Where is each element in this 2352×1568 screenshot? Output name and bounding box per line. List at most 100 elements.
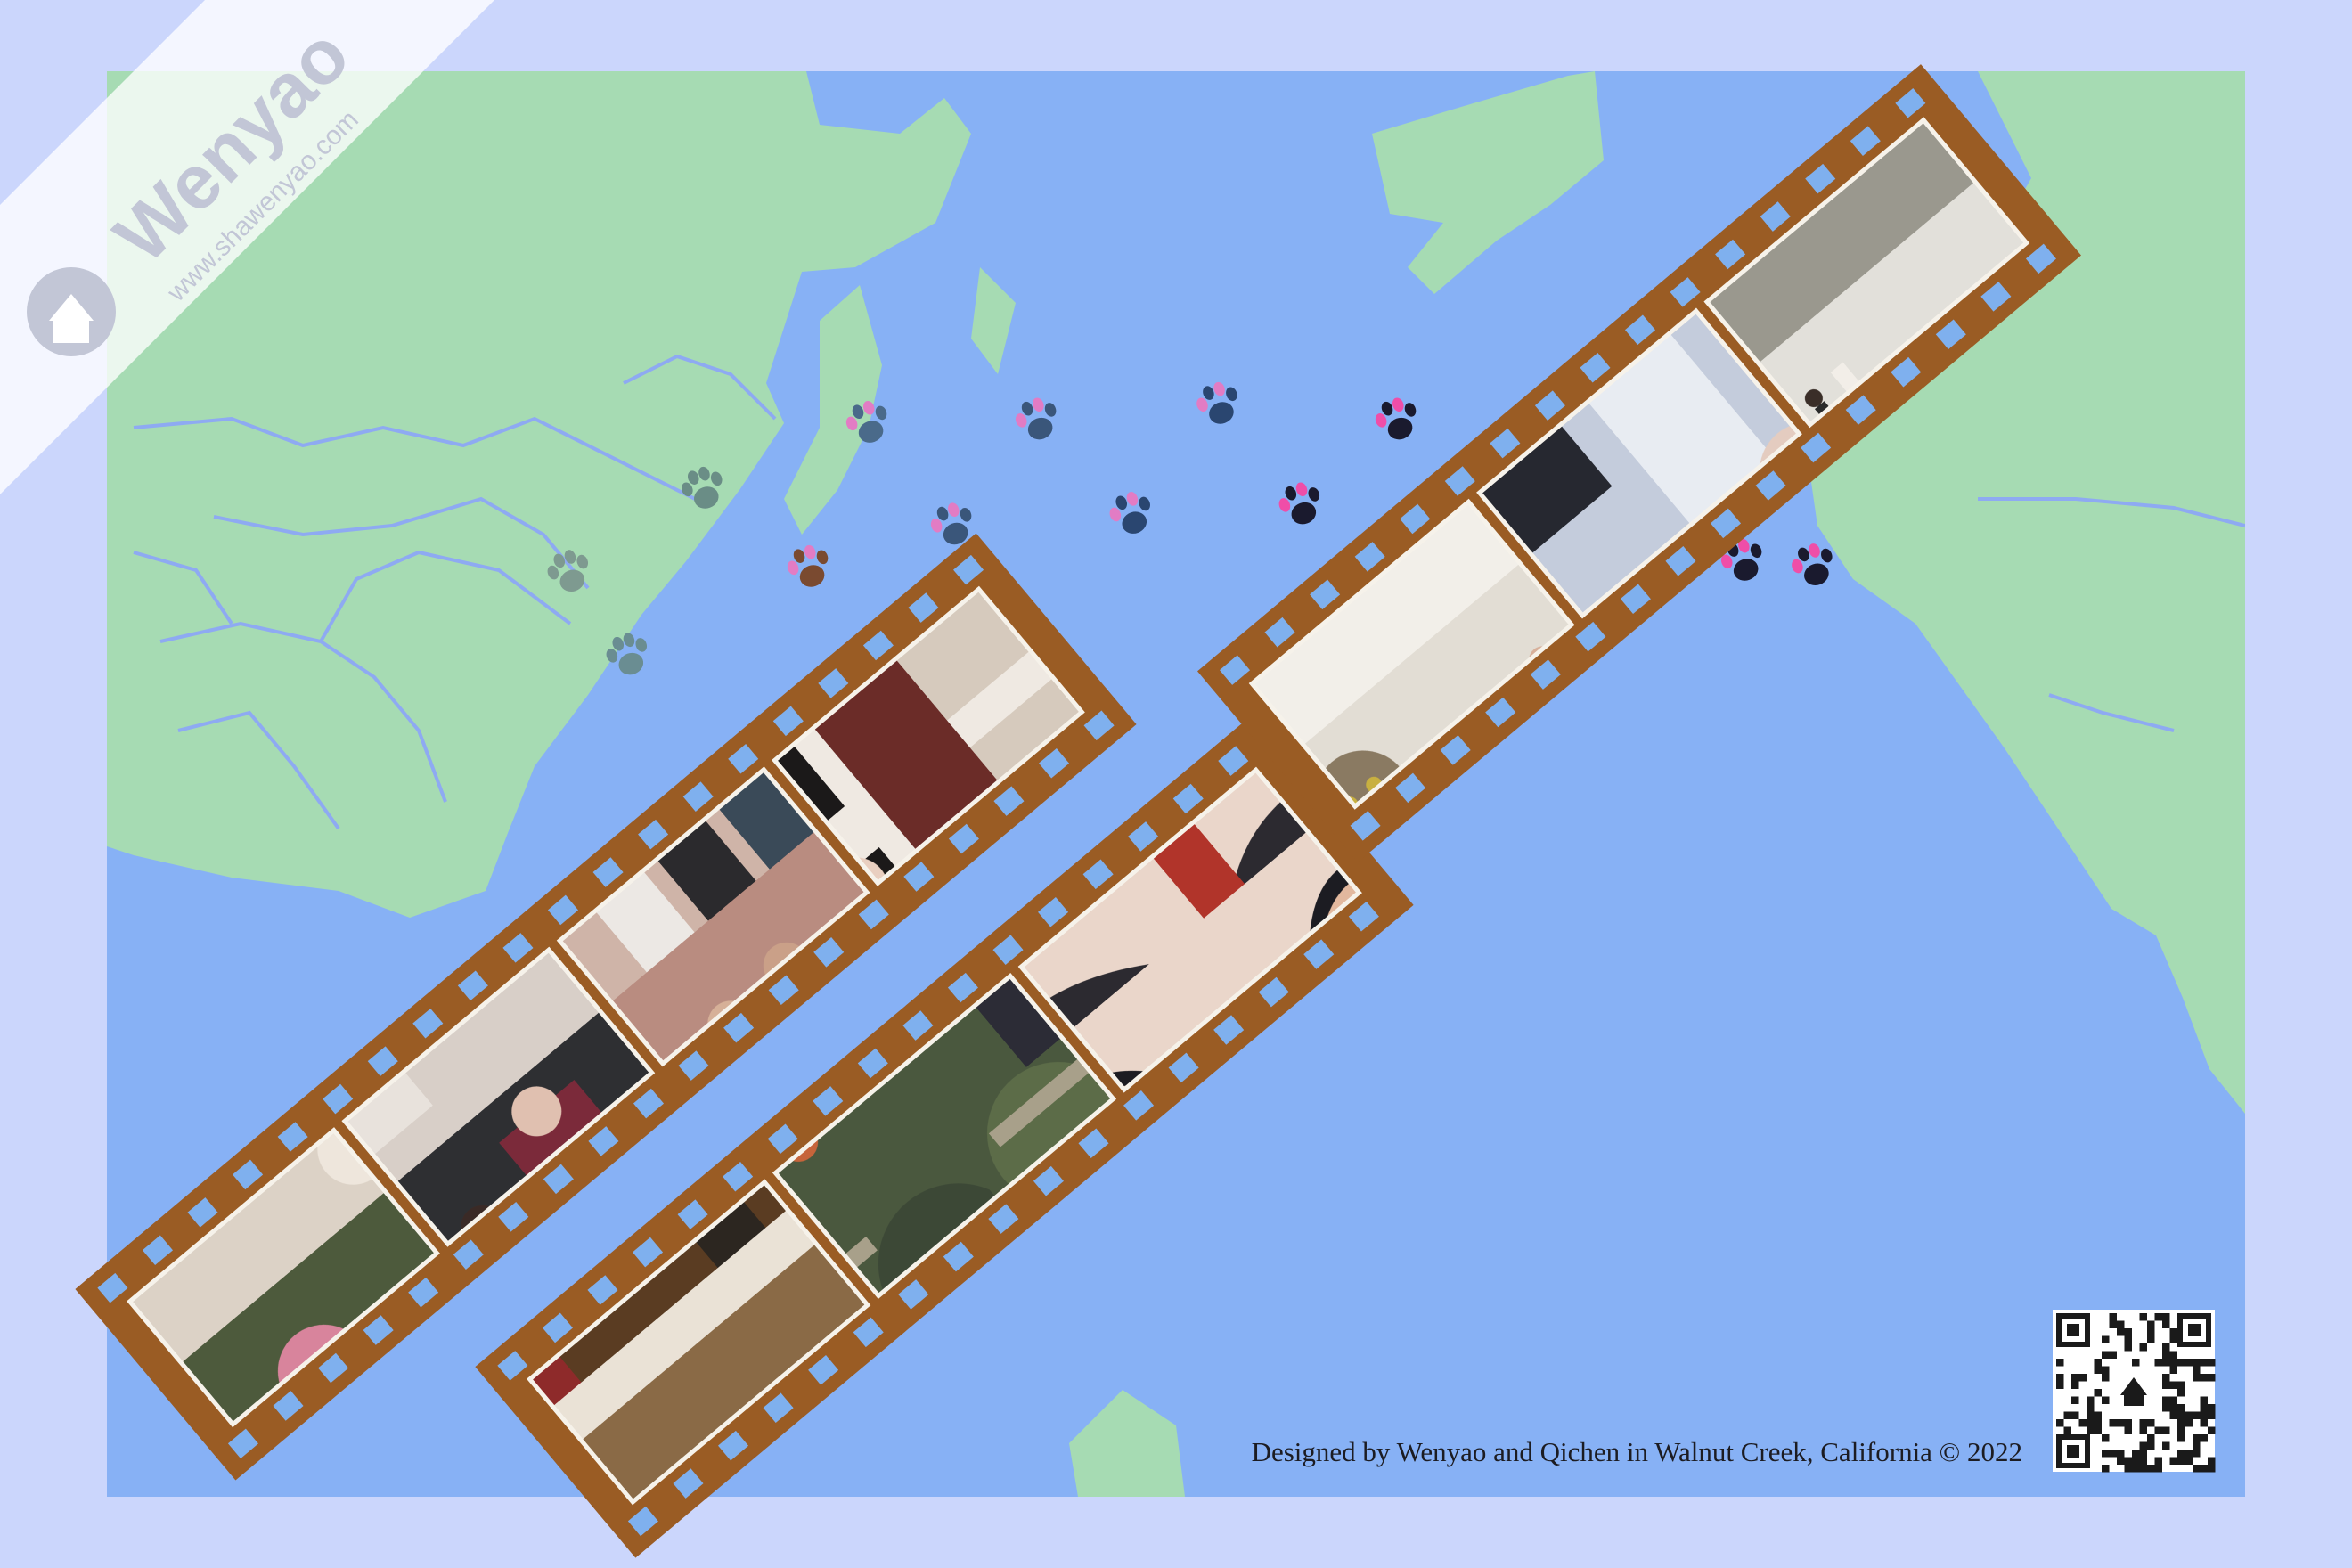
film-sprocket-hole xyxy=(953,554,984,585)
photo-family-airport xyxy=(556,766,870,1067)
film-strip-middle xyxy=(475,714,1414,1558)
photo-beach-couple xyxy=(1703,117,2030,429)
film-sprocket-hole xyxy=(1530,659,1561,690)
film-strip-right xyxy=(1197,64,2081,862)
film-sprocket-hole xyxy=(1083,710,1115,741)
film-sprocket-hole xyxy=(1168,1052,1199,1083)
film-sprocket-hole xyxy=(1895,87,1926,118)
film-sprocket-hole xyxy=(943,1241,974,1272)
film-sprocket-hole xyxy=(408,1277,439,1308)
film-sprocket-hole xyxy=(813,937,845,968)
film-sprocket-hole xyxy=(813,1086,844,1116)
paw-print-6 xyxy=(1015,397,1057,440)
film-sprocket-hole xyxy=(142,1235,174,1266)
film-sprocket-hole xyxy=(678,1050,709,1081)
paw-print-17 xyxy=(1792,543,1833,586)
film-sprocket-hole xyxy=(853,1317,884,1348)
film-strips xyxy=(75,64,2081,1558)
film-sprocket-hole xyxy=(1038,747,1070,779)
film-sprocket-hole xyxy=(1805,163,1836,194)
film-sprocket-hole xyxy=(592,857,624,887)
film-sprocket-hole xyxy=(1123,1090,1155,1121)
film-strip-left xyxy=(75,533,1137,1481)
photo-cat-and-family xyxy=(1248,498,1575,810)
film-sprocket-hole xyxy=(497,1351,528,1381)
film-sprocket-hole xyxy=(898,1279,929,1310)
film-sprocket-hole xyxy=(1354,542,1385,572)
film-sprocket-hole xyxy=(318,1352,349,1384)
film-sprocket-hole xyxy=(1444,466,1475,496)
land-alaska xyxy=(1372,71,1604,294)
paw-print-1 xyxy=(547,550,589,592)
film-sprocket-hole xyxy=(2025,243,2056,274)
film-sprocket-hole xyxy=(498,1202,529,1232)
land-asia xyxy=(107,71,971,918)
photo-basketball-hoop xyxy=(772,972,1117,1300)
film-sprocket-hole xyxy=(1580,352,1611,383)
film-sprocket-hole xyxy=(767,1123,798,1155)
film-sprocket-hole xyxy=(363,1315,394,1345)
film-sprocket-hole xyxy=(323,1083,354,1115)
film-sprocket-hole xyxy=(993,786,1025,816)
qr-code[interactable] xyxy=(2053,1310,2216,1473)
film-sprocket-hole xyxy=(768,975,799,1006)
film-sprocket-hole xyxy=(273,1391,304,1421)
photo-wedding-couple xyxy=(1476,307,1802,619)
film-sprocket-hole xyxy=(1755,470,1786,501)
film-sprocket-hole xyxy=(1033,1165,1064,1196)
paw-print-2 xyxy=(682,466,723,509)
film-sprocket-hole xyxy=(988,1204,1019,1234)
film-sprocket-hole xyxy=(1172,783,1204,814)
film-sprocket-hole xyxy=(1935,319,1966,350)
film-sprocket-hole xyxy=(1845,395,1876,425)
film-sprocket-hole xyxy=(1128,821,1159,852)
film-sprocket-hole xyxy=(1485,697,1516,728)
film-sprocket-hole xyxy=(1348,901,1379,932)
film-sprocket-hole xyxy=(633,1237,664,1268)
watermark-band xyxy=(0,0,494,494)
film-sprocket-hole xyxy=(227,1428,258,1459)
credit-text: Designed by Wenyao and Qichen in Walnut … xyxy=(1251,1436,2022,1467)
paw-print-10 xyxy=(1278,482,1320,525)
film-sprocket-hole xyxy=(1850,126,1881,156)
film-sprocket-hole xyxy=(1440,735,1471,765)
film-sprocket-hole xyxy=(1078,1128,1109,1159)
film-sprocket-hole xyxy=(1395,772,1426,804)
film-sprocket-hole xyxy=(1258,976,1289,1008)
film-sprocket-hole xyxy=(718,1430,749,1461)
film-sprocket-hole xyxy=(457,970,488,1001)
film-sprocket-hole xyxy=(547,894,579,926)
paw-print-3 xyxy=(606,633,648,675)
film-sprocket-hole xyxy=(1624,314,1656,346)
film-sprocket-hole xyxy=(1310,579,1341,610)
film-sprocket-hole xyxy=(1534,390,1565,421)
film-sprocket-hole xyxy=(682,781,714,812)
film-sprocket-hole xyxy=(638,819,669,850)
film-sprocket-hole xyxy=(1490,428,1521,459)
film-sprocket-hole xyxy=(367,1046,398,1076)
photo-child-with-toys xyxy=(127,1127,440,1428)
paw-print-8 xyxy=(1196,381,1237,424)
film-sprocket-hole xyxy=(772,706,804,737)
film-sprocket-hole xyxy=(412,1008,444,1039)
film-sprocket-hole xyxy=(1891,356,1922,388)
film-sprocket-hole xyxy=(587,1275,618,1305)
film-sprocket-hole xyxy=(992,935,1024,965)
film-sprocket-hole xyxy=(633,1088,665,1119)
photo-graduate-portrait xyxy=(1017,766,1362,1093)
film-sprocket-hole xyxy=(723,1012,755,1043)
film-sprocket-hole xyxy=(1710,508,1742,539)
film-sprocket-hole xyxy=(1218,746,1249,776)
film-sprocket-hole xyxy=(233,1159,264,1190)
film-sprocket-hole xyxy=(1801,432,1832,463)
film-sprocket-hole xyxy=(542,1312,573,1343)
film-sprocket-hole xyxy=(187,1197,218,1228)
film-sprocket-hole xyxy=(453,1239,484,1270)
film-sprocket-hole xyxy=(903,862,935,892)
watermark: Wenyao www.shawenyao.com xyxy=(0,0,494,494)
film-sprocket-hole xyxy=(1715,239,1746,270)
paw-print-5 xyxy=(930,502,972,545)
film-sprocket-hole xyxy=(948,823,979,854)
film-sprocket-hole xyxy=(588,1126,619,1156)
film-sprocket-hole xyxy=(1213,1015,1245,1045)
